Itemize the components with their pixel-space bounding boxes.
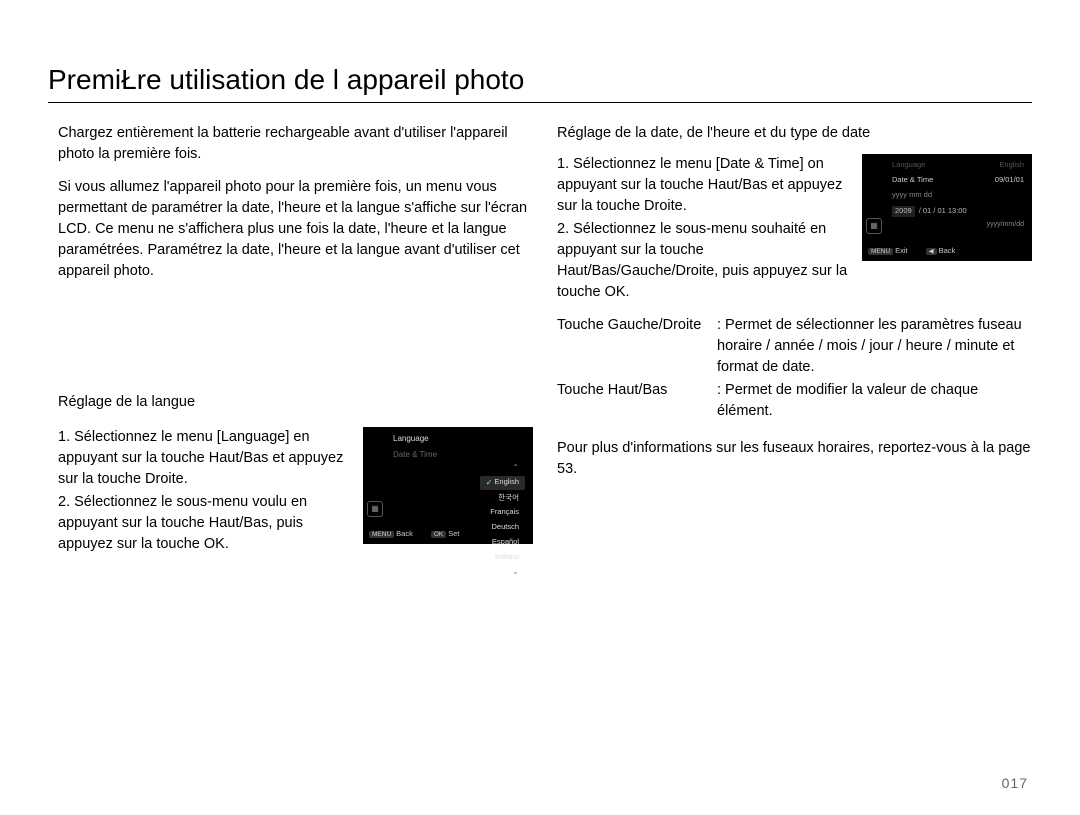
lcd-option-english: ✓English [480,476,525,490]
ok-chip: OK [431,531,446,538]
lcd-option-espanol: Español [486,536,525,549]
lcd-option-korean: 한국어 [492,492,525,505]
def-gauche-droite-label: Touche Gauche/Droite [557,315,717,378]
lcd-footer-set: Set [448,529,459,538]
lcd-language-preview: ▦ Language Date & Time ⌃ ✓English 한국어 Fr… [363,427,533,544]
left-column: Chargez entièrement la batterie recharge… [48,123,533,557]
closing-note: Pour plus d'informations sur les fuseaux… [557,438,1032,480]
def-haut-bas-label: Touche Haut/Bas [557,380,717,422]
lcd-side-icon: ▦ [866,218,882,234]
lcd2-year: 2009 [892,206,915,217]
datetime-step-2: 2. Sélectionnez le sous-menu souhaité en… [557,219,848,303]
intro-paragraph-1: Chargez entièrement la batterie recharge… [58,123,533,165]
caret-up-icon: ⌃ [512,462,525,474]
page-title: PremiŁre utilisation de l appareil photo [48,64,1032,103]
datetime-step-1: 1. Sélectionnez le menu [Date & Time] on… [557,154,848,217]
lcd2-menu-language: Language [892,160,925,171]
language-subhead: Réglage de la langue [58,392,533,413]
lcd2-yyyy-label: yyyy mm dd [892,190,932,201]
menu-chip: MENU [868,248,893,255]
lcd-option-deutsch: Deutsch [485,521,525,534]
lcd-datetime-preview: ▦ Language English Date & Time 09/01/01 [862,154,1032,261]
lcd2-rest: / 01 / 01 13:00 [919,206,967,217]
lcd-menu-language: Language [393,433,429,445]
def-gauche-droite-value: : Permet de sélectionner les paramètres … [717,315,1032,378]
left-chip: ◀ [926,248,937,255]
lcd2-menu-datetime: Date & Time [892,175,933,186]
menu-chip: MENU [369,531,394,538]
lcd2-footer-back: Back [939,246,956,255]
lcd2-date-value: 09/01/01 [995,175,1024,186]
caret-down-icon: ⌄ [512,566,525,578]
lcd2-footer-exit: Exit [895,246,908,255]
language-step-1: 1. Sélectionnez le menu [Language] en ap… [58,427,349,490]
lcd-option-francais: Français [484,506,525,519]
lcd-side-icon: ▦ [367,501,383,517]
right-column: Réglage de la date, de l'heure et du typ… [557,123,1032,557]
datetime-subhead: Réglage de la date, de l'heure et du typ… [557,123,1032,144]
lcd-footer-back: Back [396,529,413,538]
lcd-menu-datetime: Date & Time [393,449,437,461]
page-number: 017 [1002,775,1028,791]
lcd2-lang-value: English [999,160,1024,171]
intro-paragraph-2: Si vous allumez l'appareil photo pour la… [58,177,533,282]
language-step-2: 2. Sélectionnez le sous-menu voulu en ap… [58,492,349,555]
def-haut-bas-value: : Permet de modifier la valeur de chaque… [717,380,1032,422]
lcd2-format: yyyy/mm/dd [888,220,1028,230]
lcd-option-italiano: Italiano [489,551,525,564]
check-icon: ✓ [486,477,493,489]
